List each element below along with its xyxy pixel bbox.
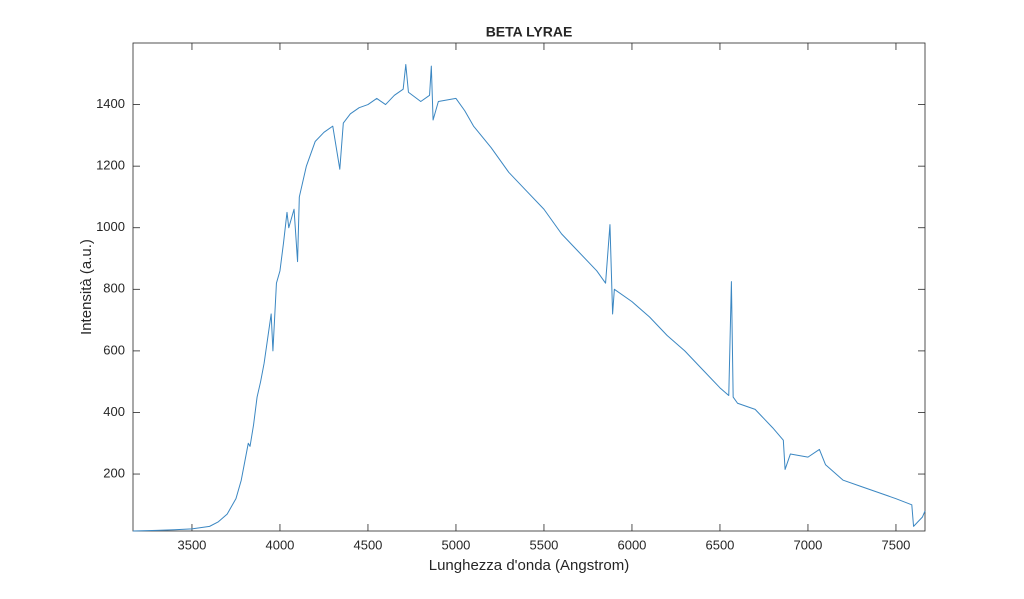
x-tick-label: 5000 [441,537,470,552]
x-tick-label: 7000 [793,537,822,552]
x-tick-label: 6000 [617,537,646,552]
y-tick-label: 1200 [96,158,125,173]
x-tick-label: 4500 [353,537,382,552]
x-axis-label: Lunghezza d'onda (Angstrom) [429,557,630,574]
x-tick-label: 7500 [881,537,910,552]
y-tick-label: 400 [103,404,125,419]
y-tick-label: 800 [103,281,125,296]
chart-title: BETA LYRAE [486,24,573,40]
x-tick-label: 4000 [265,537,294,552]
y-tick-label: 1400 [96,96,125,111]
spectrum-line [132,64,926,532]
y-tick-label: 1000 [96,219,125,234]
x-tick-label: 6500 [705,537,734,552]
plot-frame [132,42,926,532]
y-axis-label: Intensità (a.u.) [78,239,95,335]
x-tick-label: 5500 [529,537,558,552]
y-tick-label: 200 [103,465,125,480]
x-tick-label: 3500 [177,537,206,552]
y-tick-label: 600 [103,342,125,357]
